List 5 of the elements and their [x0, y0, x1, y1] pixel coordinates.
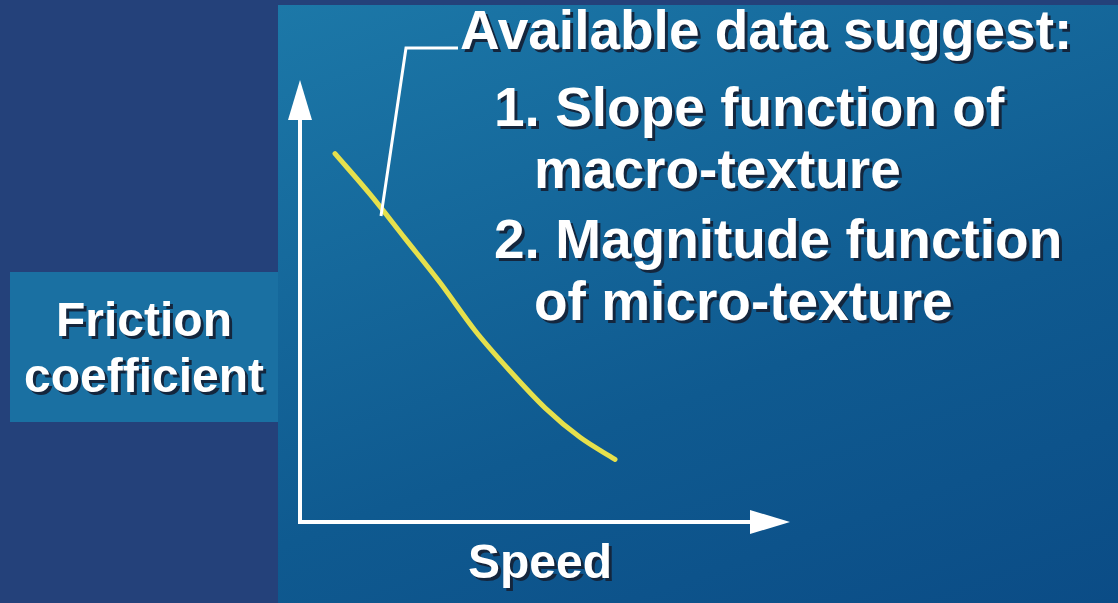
- x-axis-title: Speed: [466, 534, 613, 589]
- annotation: 2. Magnitude function of micro-texture: [494, 208, 1064, 332]
- y-axis-title: Friction coefficient: [22, 292, 265, 404]
- chart-title: Available data suggest:: [460, 0, 1073, 62]
- annotation: 1. Slope function of macro-texture: [494, 76, 1006, 200]
